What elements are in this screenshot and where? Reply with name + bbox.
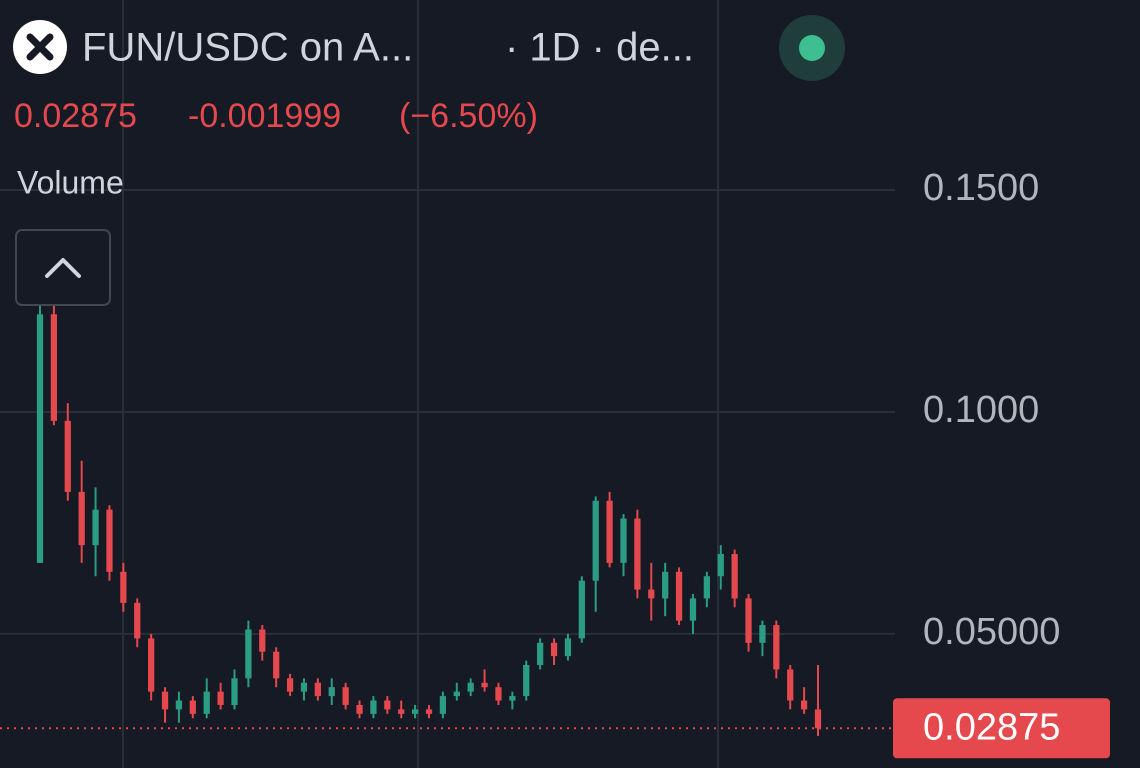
candle-body: [342, 687, 349, 705]
candle-body: [689, 598, 697, 621]
y-axis: 0.1500 0.1000 0.05000 0.02875: [893, 167, 1110, 759]
candle-body: [495, 687, 502, 701]
candle-body: [120, 571, 127, 603]
last-price-tag: [893, 698, 1110, 759]
change: -0.001999: [188, 97, 341, 135]
candle-body: [745, 598, 752, 643]
candle-body: [217, 691, 224, 705]
candle-body: [161, 691, 169, 710]
interval: · 1D · de...: [505, 26, 694, 70]
price: 0.02875: [14, 97, 137, 135]
candle-body: [439, 696, 447, 714]
candle-body: [300, 682, 308, 692]
change-percent: (−6.50%): [399, 97, 538, 135]
candle-body: [675, 571, 683, 621]
candle-body: [384, 700, 391, 710]
vertical-grid: [122, 0, 719, 768]
collapse-button[interactable]: [15, 229, 111, 306]
candle-body: [92, 509, 99, 546]
candle-body: [370, 700, 377, 714]
candle-body: [787, 669, 794, 701]
candle-body: [634, 518, 641, 590]
candle-body: [648, 589, 655, 599]
candle-body: [453, 691, 460, 697]
candle-body: [578, 580, 585, 639]
candle-body: [106, 509, 113, 572]
y-tick-label: 0.1500: [923, 167, 1039, 209]
logo-mark: [26, 33, 54, 61]
candle-body: [36, 314, 44, 563]
candle-body: [550, 642, 558, 657]
candle-body: [134, 602, 141, 639]
symbol-title: FUN/USDC on A...: [82, 26, 413, 70]
candle-body: [620, 518, 627, 563]
candle-body: [481, 682, 488, 688]
candle-body: [814, 709, 822, 729]
candle-body: [467, 682, 474, 692]
y-tick-label: 0.1000: [923, 389, 1039, 431]
candle-body: [203, 691, 210, 714]
candle-body: [564, 638, 572, 657]
candle-body: [606, 500, 613, 563]
candle-body: [273, 651, 280, 679]
candles: [0, 287, 893, 737]
candle-body: [356, 704, 363, 714]
candle-body: [50, 314, 58, 421]
status-dot: [799, 35, 825, 61]
candle-body: [398, 709, 405, 714]
candle-body: [189, 700, 196, 714]
y-tick-label: 0.05000: [923, 611, 1060, 653]
candle-body: [537, 642, 544, 666]
candle-body: [717, 554, 724, 577]
candle-body: [759, 625, 766, 643]
candle-body: [148, 638, 155, 692]
candle-body: [231, 678, 238, 705]
volume-label: Volume: [17, 164, 124, 200]
candle-body: [245, 629, 252, 679]
candle-body: [425, 709, 433, 714]
last-price-label: 0.02875: [923, 706, 1060, 748]
candle-body: [175, 700, 183, 710]
candle-body: [800, 700, 808, 710]
candle-body: [731, 554, 738, 599]
candle-body: [64, 420, 71, 492]
candle-body: [286, 678, 294, 692]
candle-body: [773, 625, 780, 670]
candle-body: [509, 696, 516, 701]
candle-body: [78, 491, 85, 546]
candle-body: [662, 571, 669, 599]
candle-body: [523, 665, 530, 697]
candle-body: [592, 500, 599, 581]
candle-body: [703, 576, 710, 599]
chevron-icon: [45, 258, 81, 278]
candle-body: [259, 629, 266, 652]
candle-body: [314, 682, 321, 697]
candle-body: [328, 687, 335, 697]
candle-body: [411, 709, 419, 714]
